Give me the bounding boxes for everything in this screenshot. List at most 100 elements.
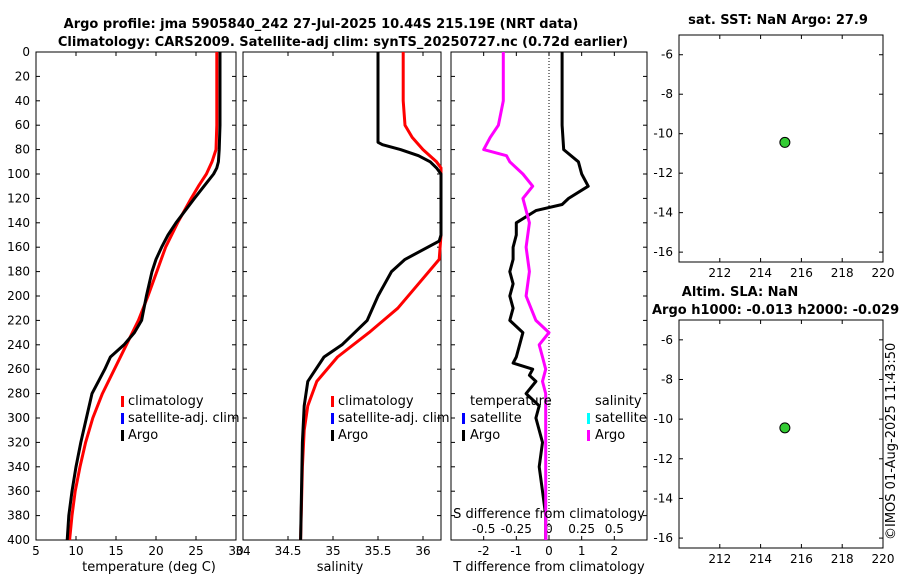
legend-swatch-argo xyxy=(121,430,124,441)
sla-map-xtick-label: 216 xyxy=(790,552,813,566)
temperature-ytick-label: 220 xyxy=(7,313,30,327)
sla-map-xtick-label: 212 xyxy=(708,552,731,566)
salinity-xtick-label: 35.5 xyxy=(365,544,392,558)
sst-map-ytick-label: -6 xyxy=(661,48,673,62)
sst-map-ytick-label: -16 xyxy=(653,245,673,259)
temperature-ytick-label: 380 xyxy=(7,509,30,523)
salinity-frame xyxy=(242,51,442,541)
legend-label-t-satellite: satellite xyxy=(470,411,522,426)
temperature-ytick-label: 140 xyxy=(7,216,30,230)
legend-header-salinity: salinity xyxy=(595,394,642,409)
difference-top-label: S difference from climatology xyxy=(453,507,645,522)
temperature-xtick-label: 30 xyxy=(228,544,243,558)
legend-header-temperature: temperature xyxy=(470,394,552,409)
temperature-ytick-label: 80 xyxy=(15,143,30,157)
sst-map-xtick-label: 214 xyxy=(749,266,772,280)
temperature-ytick-label: 280 xyxy=(7,387,30,401)
sst-map-ytick-label: -12 xyxy=(653,166,673,180)
legend-label-satellite-adj: satellite-adj. clim xyxy=(338,411,450,426)
sla-map-xtick-label: 214 xyxy=(749,552,772,566)
difference-xtick-label: -1 xyxy=(510,544,522,558)
temperature-ytick-label: 60 xyxy=(15,118,30,132)
salinity-xtick-label: 34.5 xyxy=(275,544,302,558)
temperature-ytick-label: 400 xyxy=(7,533,30,547)
sst-map-float-location-marker xyxy=(779,136,791,148)
temperature-xtick-label: 25 xyxy=(188,544,203,558)
temperature-legend: climatology satellite-adj. clim Argo xyxy=(121,394,240,443)
temperature-ytick-label: 40 xyxy=(15,94,30,108)
figure-title-line2: Climatology: CARS2009. Satellite-adj cli… xyxy=(58,35,628,50)
sla-map-frame xyxy=(678,319,884,549)
legend-swatch-satellite xyxy=(121,413,124,424)
legend-label-climatology: climatology xyxy=(128,394,204,409)
temperature-ytick-label: 340 xyxy=(7,460,30,474)
legend-swatch-climatology xyxy=(331,396,334,407)
difference-series-argo-temperature xyxy=(508,52,590,540)
sla-map-panel: 212 214 216 218 220 -6 -8 -10 -12 -14 -16 xyxy=(653,319,895,566)
imos-credit: ©IMOS 01-Aug-2025 11:43:50 xyxy=(884,343,899,540)
temperature-xtick-label: 10 xyxy=(68,544,83,558)
temperature-ytick-label: 120 xyxy=(7,191,30,205)
salinity-panel: 34 34.5 35 35.5 36 xyxy=(235,51,443,558)
temperature-ytick-label: 100 xyxy=(7,167,30,181)
legend-label-satellite-adj: satellite-adj. clim xyxy=(128,411,240,426)
sst-map-ytick-label: -8 xyxy=(661,87,673,101)
legend-label-s-satellite: satellite xyxy=(595,411,647,426)
difference-xtick-label: -2 xyxy=(478,544,490,558)
sst-map-xtick-label: 216 xyxy=(790,266,813,280)
temperature-ytick-label: 320 xyxy=(7,435,30,449)
salinity-legend: climatology satellite-adj. clim Argo xyxy=(331,394,450,443)
legend-swatch-s-argo xyxy=(587,430,590,441)
sst-map-ytick-label: -14 xyxy=(653,206,673,220)
difference-legend: temperature satellite Argo salinity sate… xyxy=(462,394,647,443)
sla-map-xtick-label: 220 xyxy=(872,552,895,566)
legend-swatch-argo xyxy=(331,430,334,441)
salinity-xlabel: salinity xyxy=(317,560,364,575)
temperature-xtick-label: 15 xyxy=(108,544,123,558)
sst-map-xtick-label: 212 xyxy=(708,266,731,280)
temperature-ytick-label: 300 xyxy=(7,411,30,425)
legend-label-argo: Argo xyxy=(128,428,158,443)
temperature-ytick-label: 160 xyxy=(7,240,30,254)
temperature-series-climatology xyxy=(68,52,219,541)
legend-swatch-climatology xyxy=(121,396,124,407)
temperature-frame xyxy=(35,51,237,541)
temperature-series-argo xyxy=(65,52,222,541)
sla-map-title-line2: Argo h1000: -0.013 h2000: -0.029 xyxy=(652,303,899,318)
sst-map-ytick-label: -10 xyxy=(653,127,673,141)
sst-map-panel: 212 214 216 218 220 -6 -8 -10 -12 -14 -16 xyxy=(653,34,895,280)
difference-top-xtick-label: 0.25 xyxy=(568,522,595,536)
difference-xtick-label: 2 xyxy=(611,544,619,558)
sst-map-xtick-label: 220 xyxy=(872,266,895,280)
sla-map-ytick-label: -6 xyxy=(661,333,673,347)
sst-map-xtick-label: 218 xyxy=(831,266,854,280)
difference-top-xtick-label: -0.25 xyxy=(501,522,532,536)
salinity-series-argo xyxy=(299,52,443,541)
sla-map-ytick-label: -14 xyxy=(653,491,673,505)
legend-swatch-t-satellite xyxy=(462,413,465,424)
salinity-xtick-label: 36 xyxy=(415,544,430,558)
difference-top-xtick-label: -0.5 xyxy=(472,522,495,536)
temperature-ytick-label: 180 xyxy=(7,265,30,279)
salinity-series-climatology xyxy=(299,52,443,541)
temperature-ytick-label: 240 xyxy=(7,338,30,352)
temperature-ytick-label: 360 xyxy=(7,484,30,498)
sla-map-ytick-label: -8 xyxy=(661,372,673,386)
difference-xtick-label: 0 xyxy=(545,544,553,558)
difference-xtick-label: 1 xyxy=(578,544,586,558)
sla-map-ytick-label: -12 xyxy=(653,452,673,466)
legend-label-argo: Argo xyxy=(338,428,368,443)
temperature-ytick-label: 20 xyxy=(15,69,30,83)
salinity-xtick-label: 35 xyxy=(325,544,340,558)
sla-map-title-line1: Altim. SLA: NaN xyxy=(682,285,798,300)
difference-series-argo-salinity xyxy=(482,52,551,540)
sla-map-xtick-label: 218 xyxy=(831,552,854,566)
sla-map-ytick-label: -16 xyxy=(653,531,673,545)
legend-label-t-argo: Argo xyxy=(470,428,500,443)
temperature-xtick-label: 20 xyxy=(148,544,163,558)
sst-map-title: sat. SST: NaN Argo: 27.9 xyxy=(688,13,868,28)
sla-map-float-location-marker xyxy=(779,422,791,434)
sla-map-ytick-label: -10 xyxy=(653,412,673,426)
legend-swatch-s-satellite xyxy=(587,413,590,424)
